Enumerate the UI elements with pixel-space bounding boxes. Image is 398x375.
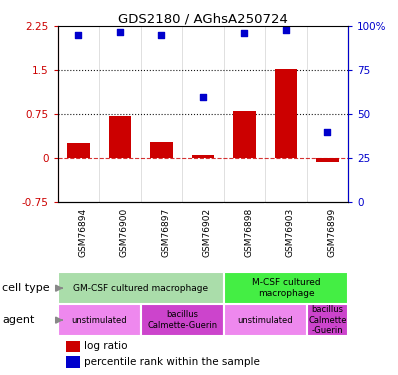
Bar <box>275 69 297 158</box>
Title: GDS2180 / AGhsA250724: GDS2180 / AGhsA250724 <box>118 12 288 25</box>
Bar <box>316 158 339 162</box>
Text: unstimulated: unstimulated <box>71 316 127 325</box>
Point <box>75 32 82 38</box>
Text: GSM76898: GSM76898 <box>244 208 254 257</box>
Text: bacillus
Calmette-Guerin: bacillus Calmette-Guerin <box>147 310 217 330</box>
Bar <box>233 111 256 158</box>
Text: GM-CSF cultured macrophage: GM-CSF cultured macrophage <box>73 284 208 293</box>
Point <box>117 28 123 34</box>
Text: GSM76903: GSM76903 <box>286 208 295 257</box>
Bar <box>67 143 90 158</box>
Text: M-CSF cultured
macrophage: M-CSF cultured macrophage <box>252 279 320 298</box>
Bar <box>141 304 224 336</box>
Bar <box>224 304 307 336</box>
Bar <box>150 142 173 158</box>
Bar <box>58 272 224 304</box>
Point <box>241 30 248 36</box>
Text: percentile rank within the sample: percentile rank within the sample <box>84 357 260 367</box>
Bar <box>66 356 80 368</box>
Text: bacillus
Calmette
-Guerin: bacillus Calmette -Guerin <box>308 305 347 335</box>
Text: GSM76900: GSM76900 <box>120 208 129 257</box>
Point <box>200 93 206 99</box>
Bar <box>191 155 215 158</box>
Bar <box>58 304 141 336</box>
Point <box>283 27 289 33</box>
Point <box>324 129 331 135</box>
Point <box>158 32 165 38</box>
Text: unstimulated: unstimulated <box>238 316 293 325</box>
Text: agent: agent <box>2 315 34 325</box>
Bar <box>109 116 131 158</box>
Text: GSM76894: GSM76894 <box>78 208 88 257</box>
Bar <box>66 340 80 352</box>
Text: GSM76902: GSM76902 <box>203 208 212 257</box>
Text: GSM76897: GSM76897 <box>162 208 170 257</box>
Bar <box>307 304 348 336</box>
Text: cell type: cell type <box>2 283 50 293</box>
Text: log ratio: log ratio <box>84 341 127 351</box>
Text: GSM76899: GSM76899 <box>328 208 336 257</box>
Bar <box>224 272 348 304</box>
